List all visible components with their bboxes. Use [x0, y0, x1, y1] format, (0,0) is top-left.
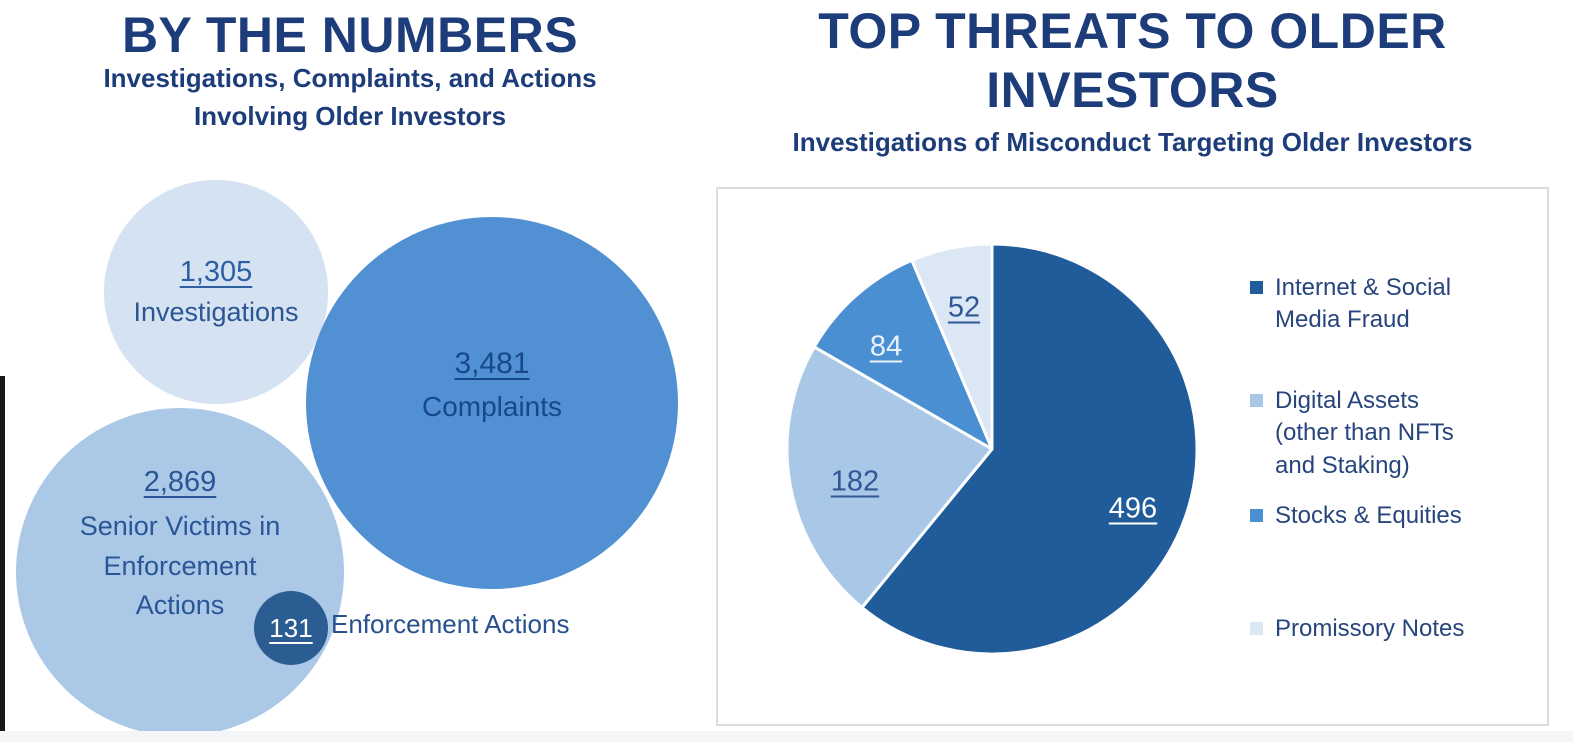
- legend-swatch-promissory-notes: [1250, 622, 1263, 635]
- complaints-label: Complaints: [421, 391, 563, 422]
- senior-victims-label: Senior Victims in Enforcement Actions: [79, 510, 281, 621]
- enforcement-actions-label: Enforcement Actions: [331, 609, 570, 639]
- investigations-label: Investigations: [133, 297, 299, 327]
- investigations-value: 1,305: [179, 256, 253, 288]
- legend-swatch-stocks-equities: [1250, 509, 1263, 522]
- pie-data-label-promissory-notes: 52: [947, 291, 981, 324]
- legend-swatch-digital-assets: [1250, 394, 1263, 407]
- legend-label-stocks-equities: Stocks & Equities: [1275, 502, 1462, 529]
- pie-slice-2: [812, 258, 994, 451]
- right-chart-subtitle: Investigations of Misconduct Targeting O…: [792, 127, 1473, 157]
- bubble-enforcement-actions: 131: [254, 591, 328, 665]
- legend-item-internet-fraud: Internet & Social Media Fraud: [1250, 272, 1540, 337]
- scan-edge-artifact-bottom: [0, 731, 1573, 742]
- pie-slice-1: [785, 345, 994, 609]
- pie-chart-panel: 496 182 84 52 Internet & Social Media Fr…: [716, 187, 1549, 726]
- pie-chart-svg: [785, 242, 1199, 656]
- senior-victims-value: 2,869: [143, 465, 217, 498]
- pie-data-label-stocks-equities: 84: [869, 330, 903, 363]
- legend-label-promissory-notes: Promissory Notes: [1275, 615, 1465, 642]
- bubble-complaints: 3,481 Complaints: [306, 217, 678, 589]
- legend-item-promissory-notes: Promissory Notes: [1250, 613, 1540, 645]
- left-chart-subtitle: Investigations, Complaints, and Actions …: [103, 63, 597, 131]
- pie-slice-3: [910, 242, 994, 451]
- legend-item-stocks-equities: Stocks & Equities: [1250, 500, 1540, 532]
- bubble-senior-victims: 2,869 Senior Victims in Enforcement Acti…: [16, 408, 344, 736]
- pie-data-label-digital-assets: 182: [830, 465, 880, 498]
- complaints-value: 3,481: [454, 347, 530, 380]
- legend-swatch-internet-fraud: [1250, 281, 1263, 294]
- bubble-investigations: 1,305 Investigations: [104, 180, 328, 404]
- pie-data-label-internet-fraud: 496: [1108, 492, 1158, 525]
- legend-label-internet-fraud: Internet & Social Media Fraud: [1275, 274, 1452, 334]
- pie-slice-0: [860, 242, 1199, 656]
- legend-item-digital-assets: Digital Assets (other than NFTs and Stak…: [1250, 385, 1540, 482]
- left-chart-title: BY THE NUMBERS: [121, 7, 579, 63]
- scan-edge-artifact-left: [0, 376, 5, 742]
- right-chart-title: TOP THREATS TO OLDER INVESTORS: [818, 3, 1447, 118]
- legend-label-digital-assets: Digital Assets (other than NFTs and Stak…: [1275, 387, 1454, 479]
- enforcement-actions-value: 131: [269, 612, 313, 643]
